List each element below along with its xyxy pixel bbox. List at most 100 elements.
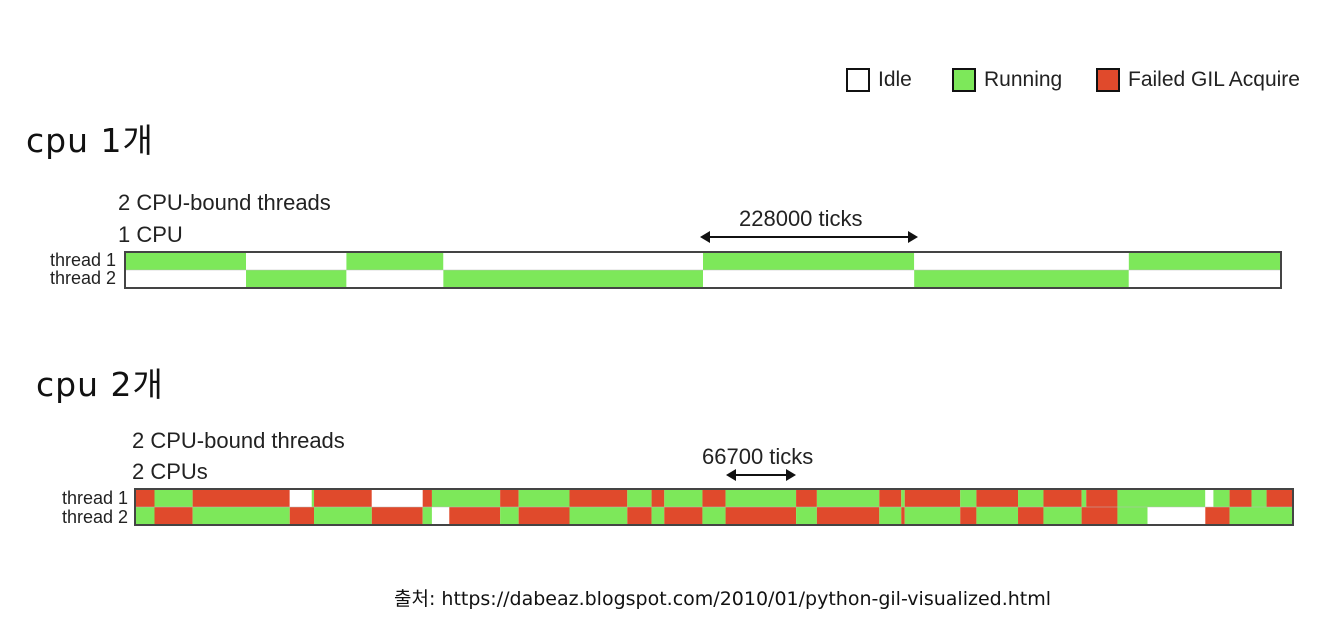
timeline-svg — [136, 490, 1292, 524]
timeline-segment-running — [1229, 507, 1292, 524]
timeline-segment-failed — [314, 490, 372, 507]
timeline-segment-idle — [289, 490, 312, 507]
timeline-segment-running — [703, 253, 915, 270]
timeline-segment-running — [311, 490, 315, 507]
timeline-segment-running — [431, 490, 501, 507]
tick-span-arrow — [700, 231, 918, 243]
section-title-line1: 2 CPU-bound threads — [132, 428, 345, 453]
timeline-segment-running — [904, 507, 961, 524]
timeline-segment-running — [154, 490, 193, 507]
timeline-segment-failed — [901, 507, 905, 524]
timeline-segment-failed — [154, 507, 193, 524]
thread-label: thread 2 — [61, 507, 128, 527]
timeline-segment-running — [627, 490, 652, 507]
timeline-segment-failed — [816, 507, 880, 524]
timeline-segment-running — [651, 507, 665, 524]
timeline-segment-running — [816, 490, 880, 507]
legend-item-failed: Failed GIL Acquire — [1096, 68, 1300, 92]
timeline-segment-failed — [664, 507, 703, 524]
thread-label: thread 1 — [61, 488, 128, 508]
section-heading-cpu2: cpu 2개 — [36, 365, 164, 404]
ticks-label: 228000 ticks — [739, 206, 863, 231]
timeline-segment-running — [1117, 490, 1206, 507]
timeline-segment-running — [126, 253, 247, 270]
tick-span-arrow — [726, 469, 796, 481]
legend-label: Running — [984, 68, 1063, 91]
timeline-segment-idle — [431, 507, 450, 524]
timeline-segment-failed — [976, 490, 1019, 507]
timeline-segment-running — [796, 507, 817, 524]
timeline-segment-running — [569, 507, 628, 524]
timeline-segment-running — [1081, 490, 1087, 507]
legend-label: Idle — [878, 68, 912, 91]
timeline-segment-failed — [136, 490, 155, 507]
section-heading-cpu1: cpu 1개 — [26, 121, 154, 160]
section-title-line2: 2 CPUs — [132, 459, 208, 484]
timeline-segment-failed — [1229, 490, 1252, 507]
timeline-segment-running — [1251, 490, 1267, 507]
timeline-segment-running — [1117, 507, 1148, 524]
legend-item-running: Running — [952, 68, 1062, 92]
timeline-segment-running — [914, 270, 1129, 287]
timeline-segment-failed — [904, 490, 961, 507]
timeline-segment-running — [422, 507, 432, 524]
timeline-segment-failed — [1205, 507, 1230, 524]
timeline-segment-running — [702, 507, 726, 524]
timeline-segment-failed — [422, 490, 432, 507]
legend: Idle Running Failed GIL Acquire — [0, 64, 1324, 104]
timeline-segment-failed — [796, 490, 817, 507]
ticks-label: 66700 ticks — [702, 444, 814, 469]
timeline-segment-failed — [500, 490, 519, 507]
timeline-segment-failed — [960, 507, 977, 524]
legend-label: Failed GIL Acquire — [1128, 68, 1300, 91]
timeline-segment-idle — [126, 270, 247, 287]
timeline-segment-failed — [192, 490, 290, 507]
timeline-segment-idle — [1147, 507, 1206, 524]
timeline-segment-failed — [1266, 490, 1292, 507]
thread-timeline-cpu2 — [134, 488, 1294, 526]
timeline-segment-running — [246, 270, 347, 287]
timeline-segment-failed — [879, 490, 902, 507]
timeline-segment-failed — [371, 507, 423, 524]
timeline-segment-running — [518, 490, 570, 507]
timeline-segment-failed — [518, 507, 570, 524]
timeline-segment-running — [1128, 253, 1280, 270]
timeline-segment-running — [314, 507, 372, 524]
source-citation: 출처: https://dabeaz.blogspot.com/2010/01/… — [394, 588, 1052, 610]
timeline-segment-failed — [651, 490, 665, 507]
timeline-segment-failed — [627, 507, 652, 524]
legend-swatch-running — [952, 68, 976, 92]
timeline-segment-running — [192, 507, 290, 524]
timeline-segment-failed — [1018, 507, 1044, 524]
timeline-segment-idle — [1128, 270, 1280, 287]
legend-item-idle: Idle — [846, 68, 912, 92]
timeline-segment-running — [664, 490, 703, 507]
timeline-segment-running — [725, 490, 797, 507]
timeline-segment-failed — [725, 507, 797, 524]
timeline-segment-failed — [289, 507, 315, 524]
timeline-segment-failed — [1086, 490, 1118, 507]
timeline-segment-idle — [246, 253, 347, 270]
timeline-segment-running — [136, 507, 155, 524]
timeline-segment-failed — [1043, 490, 1082, 507]
section-title-line2: 1 CPU — [118, 222, 183, 247]
legend-swatch-idle — [846, 68, 870, 92]
timeline-segment-failed — [569, 490, 628, 507]
timeline-segment-idle — [703, 270, 915, 287]
timeline-segment-running — [879, 507, 902, 524]
timeline-segment-idle — [346, 270, 444, 287]
section-title-line1: 2 CPU-bound threads — [118, 190, 331, 215]
timeline-segment-running — [901, 490, 905, 507]
legend-swatch-failed — [1096, 68, 1120, 92]
timeline-segment-idle — [371, 490, 423, 507]
thread-label: thread 1 — [49, 250, 116, 270]
timeline-segment-running — [1043, 507, 1082, 524]
timeline-segment-running — [960, 490, 977, 507]
timeline-segment-idle — [1205, 490, 1214, 507]
timeline-svg — [126, 253, 1280, 287]
timeline-segment-idle — [914, 253, 1129, 270]
thread-label: thread 2 — [49, 268, 116, 288]
timeline-segment-running — [500, 507, 519, 524]
timeline-segment-idle — [443, 253, 703, 270]
timeline-segment-running — [976, 507, 1019, 524]
